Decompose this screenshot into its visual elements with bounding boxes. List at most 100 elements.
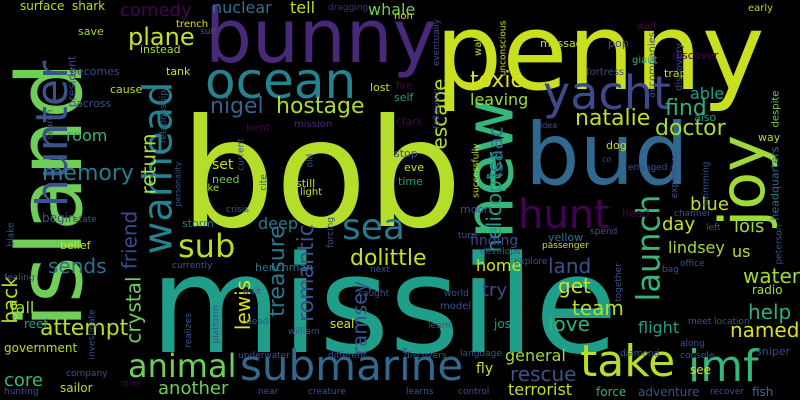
word-land: land [548,254,592,278]
word-comedy: comedy [120,0,192,21]
word-relationship: relationship [158,90,169,143]
word-light: light [300,187,323,198]
word-memory: memory [42,161,134,186]
word-realizes: realizes [183,313,194,348]
word-william: william [288,327,320,337]
word-water: water [743,264,800,288]
word-time: time [398,175,423,188]
word-eve: eve [404,161,425,174]
word-cause: cause [110,83,143,96]
word-console: console [680,351,715,361]
word-spend: spend [590,227,618,237]
word-clark: clark [396,115,423,128]
word-bud: bud [525,105,689,205]
word-blue: blue [690,194,729,215]
word-finding: finding [470,233,519,249]
word-pop: pop [608,37,629,50]
word-force: force [596,385,627,399]
word-discovery: discovery [674,42,686,92]
word-left: left [706,223,721,233]
word-bob: bob [180,88,463,262]
word-bag: bag [662,265,679,275]
word-henchman: henchman [255,261,314,274]
word-location: location [714,317,750,327]
word-surface: surface [20,0,65,13]
word-swimming: swimming [701,161,712,208]
word-home: home [476,256,522,275]
word-take: take [580,336,676,387]
word-belief: belief [60,239,91,252]
word-doctor: doctor [655,116,726,141]
word-recover: recover [710,387,745,397]
word-investigate: investigate [87,309,98,360]
word-us: us [732,242,751,261]
word-current: current [236,138,247,171]
word-ocean: ocean [205,52,357,110]
word-old: old [305,153,316,168]
word-peterson: peterson [774,224,785,265]
word-attempt: attempt [40,316,129,341]
word-headquarters: headquarters [768,146,782,221]
word-yacht: yacht [543,66,671,120]
word-hunt: hunt [518,192,610,238]
word-animal: animal [128,347,237,385]
word-josh: josh [494,317,519,331]
word-storm: storm [182,217,214,230]
word-despite: despite [770,90,782,128]
word-eventually: eventually [432,18,443,67]
word-lois: lois [734,216,765,237]
word-sends: sends [48,254,107,278]
word-head: head [622,207,650,220]
word-self: self [394,91,414,104]
word-room: room [66,126,108,145]
word-help: help [748,300,792,324]
word-rescue: rescue [510,362,577,386]
word-radio: radio [752,283,783,297]
word-creature: creature [308,387,346,397]
word-diamond: diamond [620,349,660,359]
word-accompanies: accompanies [646,32,658,98]
word-develops: develops [480,247,521,257]
word-way: way [758,131,781,144]
word-team: team [572,296,624,320]
word-different: different [328,351,367,361]
word-natalie: natalie [575,106,651,131]
word-suit: suit [200,27,217,37]
word-wall: wall [636,21,656,32]
word-blake: blake [6,222,17,247]
word-nuclear: nuclear [212,0,272,17]
word-still: still [296,177,316,190]
word-deep: deep [258,214,298,233]
word-across: across [76,97,112,110]
word-channel: channel [674,209,710,219]
word-discover: discover [672,49,719,62]
word-imf: imf [688,341,759,392]
word-leaving: leaving [470,90,529,109]
word-platform: platform [211,305,222,344]
word-named: named [730,318,800,342]
word-penny: penny [435,0,765,114]
word-engaged: engaged [628,163,668,173]
word-caught: caught [358,289,390,299]
word-near: near [258,387,279,397]
word-get: get [558,274,591,298]
word-co: co [602,155,612,164]
word-sniper: sniper [756,345,791,358]
word-return: return [136,133,161,195]
word-tank: tank [166,65,191,78]
word-government: government [4,341,78,355]
word-reef: reef [24,317,48,331]
word-office: office [680,259,705,269]
word-learn: learn [428,321,451,331]
word-giant: giant [632,55,658,66]
word-message: message [540,37,590,50]
word-state: state [74,215,97,225]
word-tell: tell [290,0,316,17]
word-dragging: dragging [328,3,369,13]
word-missile: missile [150,227,618,384]
word-crisis: crisis [226,205,250,215]
word-begin: begin [42,211,76,225]
word-learns: learns [406,387,434,397]
word-terrorist: terrorist [508,380,573,399]
